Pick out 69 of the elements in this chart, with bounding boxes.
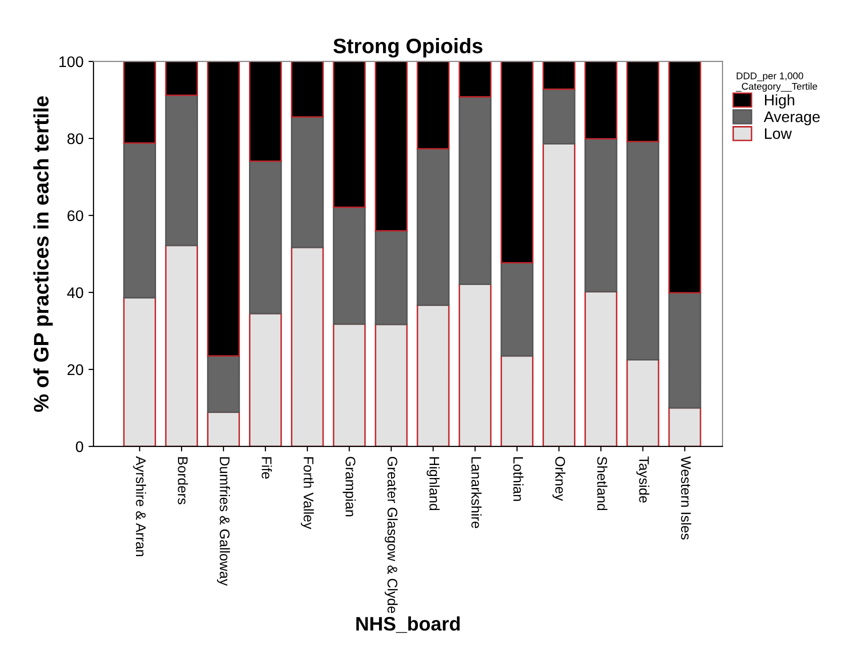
bar: [668, 61, 702, 294]
bar: [290, 116, 324, 248]
bar: [542, 88, 576, 145]
bar: [290, 61, 324, 118]
bar: [165, 61, 198, 96]
x-tick-label: Orkney: [552, 456, 566, 501]
bar: [249, 312, 282, 446]
y-tick-label: 40: [67, 287, 84, 298]
bar: [626, 61, 660, 142]
bar: [165, 94, 198, 246]
bar: [458, 96, 492, 286]
y-tick-label: 80: [67, 133, 84, 144]
bar: [374, 61, 408, 232]
bar: [207, 61, 240, 357]
x-tick-label: Tayside: [636, 456, 650, 503]
bar: [165, 244, 198, 446]
legend-label: Low: [765, 128, 792, 139]
x-tick-label: Dumfries & Galloway: [217, 457, 230, 586]
x-tick-label: Grampian: [342, 456, 356, 516]
x-tick-label: Lanarkshire: [471, 457, 482, 528]
y-axis-title: % of GP practices in each tertile: [33, 96, 53, 412]
bar: [249, 160, 282, 314]
bar: [416, 61, 450, 150]
bar: [123, 61, 156, 144]
x-tick-label: Borders: [178, 457, 188, 504]
legend-label: High: [765, 94, 794, 108]
y-tick-label: 20: [68, 364, 84, 376]
bar: [207, 411, 240, 446]
bar: [542, 143, 576, 446]
x-tick-label: Greater Glasgow & Clyde: [384, 456, 398, 614]
bar: [458, 284, 492, 446]
bar: [584, 290, 618, 446]
bar: [416, 148, 450, 306]
x-tick-label: Shetland: [597, 456, 608, 510]
chart-title: Strong Opioids: [333, 38, 482, 58]
x-tick-label: Fife: [262, 457, 272, 479]
bar: [542, 61, 576, 90]
bar: [249, 61, 282, 162]
x-tick-label: Lothian: [513, 457, 524, 501]
x-tick-label: Western Isles: [681, 456, 692, 540]
bar: [332, 61, 366, 208]
legend-label: Average: [764, 112, 820, 126]
x-tick-label: Forth Valley: [300, 457, 314, 530]
bar: [584, 61, 618, 140]
y-tick-label: 60: [68, 210, 84, 222]
bar: [668, 292, 702, 409]
bar: [123, 142, 156, 299]
bar: [374, 324, 408, 446]
y-tick-label: 0: [76, 441, 84, 452]
bar: [416, 304, 450, 446]
bar: [290, 246, 324, 446]
bar: [584, 138, 618, 292]
x-tick-label: Ayrshire & Arran: [133, 456, 146, 556]
bar: [123, 297, 156, 446]
bar: [332, 323, 366, 446]
bar: [207, 355, 240, 413]
bar: [500, 262, 534, 357]
bar: [500, 61, 534, 264]
bar: [626, 359, 660, 446]
bar: [626, 140, 660, 361]
bar: [500, 355, 534, 446]
y-tick-label: 100: [59, 56, 84, 68]
x-axis-title: NHS_board: [356, 616, 460, 633]
bar: [668, 407, 702, 446]
x-tick-label: Highland: [426, 457, 440, 510]
bar: [458, 61, 492, 98]
bar: [332, 206, 366, 325]
bar: [374, 230, 408, 326]
legend-title: DDD_per 1,000 _Category__Tertile: [736, 72, 818, 92]
